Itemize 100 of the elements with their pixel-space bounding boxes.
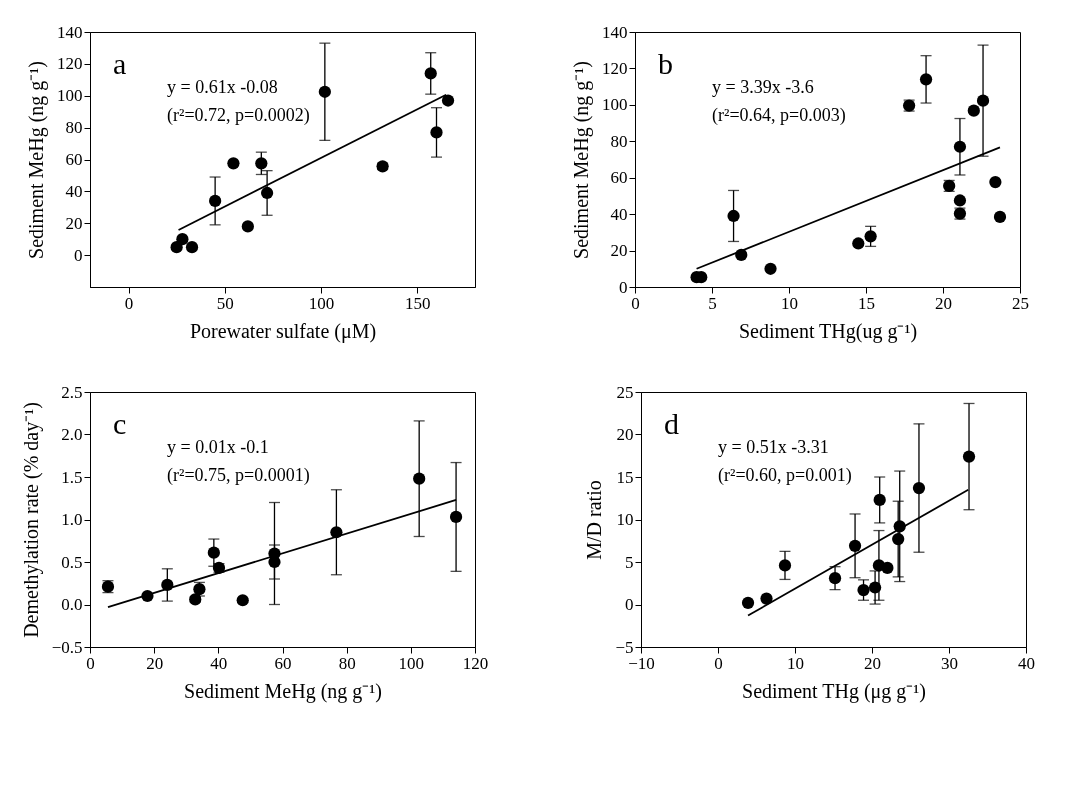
x-tick-label: 25 bbox=[1012, 293, 1029, 313]
y-tick-label: 60 bbox=[610, 168, 628, 188]
x-tick-label: 100 bbox=[308, 293, 335, 313]
point bbox=[953, 140, 967, 153]
x-tick-label: 20 bbox=[935, 293, 952, 313]
y-axis-title: Demethylation rate (% day⁻¹) bbox=[19, 402, 43, 638]
y-tick-label: 0 bbox=[625, 595, 634, 614]
y-tick-label: 25 bbox=[616, 382, 634, 402]
point bbox=[236, 594, 249, 607]
point bbox=[873, 493, 886, 507]
point bbox=[441, 94, 455, 107]
annotation: (r²=0.60, p=0.001) bbox=[718, 465, 852, 487]
annotation: (r²=0.64, p=0.003) bbox=[712, 105, 846, 127]
x-tick-label: 20 bbox=[146, 653, 164, 673]
point bbox=[268, 555, 281, 569]
point bbox=[778, 559, 792, 572]
y-tick-label: 140 bbox=[57, 22, 83, 42]
x-tick-label: 150 bbox=[405, 293, 431, 313]
x-tick-label: 15 bbox=[858, 293, 875, 313]
y-tick-label: 10 bbox=[616, 510, 634, 529]
x-tick-label: 10 bbox=[781, 293, 798, 313]
x-axis-title: Porewater sulfate (μM) bbox=[189, 319, 377, 343]
point bbox=[727, 209, 740, 223]
y-tick-label: 20 bbox=[616, 425, 634, 444]
y-tick-label: 0.0 bbox=[61, 595, 83, 614]
point bbox=[857, 583, 870, 597]
y-tick-label: 0 bbox=[619, 277, 628, 297]
y-tick-label: 100 bbox=[602, 95, 628, 115]
y-tick-label: 5 bbox=[625, 552, 634, 572]
y-axis-title: Sediment MeHg (ng g⁻¹) bbox=[570, 61, 593, 259]
y-tick-label: 60 bbox=[65, 150, 83, 169]
annotation: d bbox=[664, 407, 680, 441]
y-tick-label: 15 bbox=[616, 467, 634, 487]
y-tick-label: 20 bbox=[65, 213, 83, 233]
x-tick-label: 10 bbox=[787, 653, 804, 673]
x-tick-label: 100 bbox=[398, 653, 425, 673]
x-tick-label: 30 bbox=[941, 653, 958, 673]
y-axis-title: M/D ratio bbox=[583, 480, 606, 560]
y-tick-label: 80 bbox=[610, 131, 628, 151]
point bbox=[241, 220, 254, 233]
point bbox=[430, 126, 443, 139]
point bbox=[976, 94, 990, 107]
point bbox=[828, 572, 842, 585]
point bbox=[953, 194, 967, 207]
y-tick-label: 0 bbox=[74, 245, 83, 265]
y-tick-label: 40 bbox=[65, 181, 83, 201]
point bbox=[760, 592, 773, 605]
point bbox=[848, 539, 862, 552]
annotation: b bbox=[658, 47, 674, 81]
point bbox=[227, 157, 240, 170]
annotation: y = 0.01x -0.1 bbox=[167, 437, 269, 458]
point bbox=[919, 73, 933, 86]
y-tick-label: 120 bbox=[602, 58, 628, 78]
point bbox=[993, 210, 1007, 223]
y-tick-label: 80 bbox=[65, 118, 83, 138]
x-tick-label: 40 bbox=[210, 653, 228, 673]
point bbox=[868, 581, 882, 594]
x-axis-title: Sediment MeHg (ng g⁻¹) bbox=[184, 679, 382, 703]
point bbox=[864, 230, 877, 243]
point bbox=[892, 532, 905, 546]
annotation: y = 0.61x -0.08 bbox=[167, 77, 278, 98]
x-tick-label: 5 bbox=[708, 293, 717, 313]
y-tick-label: 120 bbox=[57, 54, 83, 74]
x-axis-title: Sediment THg (μg g⁻¹) bbox=[742, 679, 926, 703]
y-tick-label: 20 bbox=[610, 241, 628, 261]
x-tick-label: 50 bbox=[216, 293, 234, 313]
point bbox=[912, 481, 926, 495]
point bbox=[209, 194, 222, 208]
point bbox=[741, 596, 755, 609]
point bbox=[260, 186, 274, 200]
y-tick-label: 100 bbox=[57, 86, 83, 106]
point bbox=[185, 241, 199, 254]
point bbox=[176, 233, 189, 246]
annotation: y = 3.39x -3.6 bbox=[712, 77, 814, 98]
y-tick-label: 2.5 bbox=[61, 382, 83, 402]
x-tick-label: 0 bbox=[124, 293, 134, 313]
x-axis-title: Sediment THg(ug g⁻¹) bbox=[738, 319, 918, 343]
point bbox=[207, 546, 220, 559]
point bbox=[881, 561, 894, 575]
annotation: y = 0.51x -3.31 bbox=[718, 437, 829, 458]
annotation: a bbox=[113, 47, 127, 81]
point bbox=[318, 85, 331, 98]
annotation: (r²=0.75, p=0.0001) bbox=[167, 465, 310, 487]
y-tick-label: 0.5 bbox=[61, 552, 83, 572]
point bbox=[449, 510, 463, 524]
x-tick-label: 60 bbox=[274, 653, 292, 673]
y-tick-label: 140 bbox=[602, 22, 628, 42]
point bbox=[424, 67, 437, 80]
annotation: (r²=0.72, p=0.0002) bbox=[167, 105, 310, 127]
y-tick-label: 1.0 bbox=[61, 510, 83, 529]
x-tick-label: 20 bbox=[864, 653, 881, 673]
y-tick-label: 2.0 bbox=[61, 425, 83, 444]
y-tick-label: −0.5 bbox=[51, 637, 83, 657]
point bbox=[852, 237, 865, 250]
y-tick-label: 1.5 bbox=[61, 467, 83, 487]
annotation: c bbox=[113, 407, 127, 441]
point bbox=[413, 472, 426, 485]
point bbox=[967, 104, 980, 117]
x-tick-label: 40 bbox=[1018, 653, 1035, 673]
x-tick-label: 80 bbox=[338, 653, 356, 673]
